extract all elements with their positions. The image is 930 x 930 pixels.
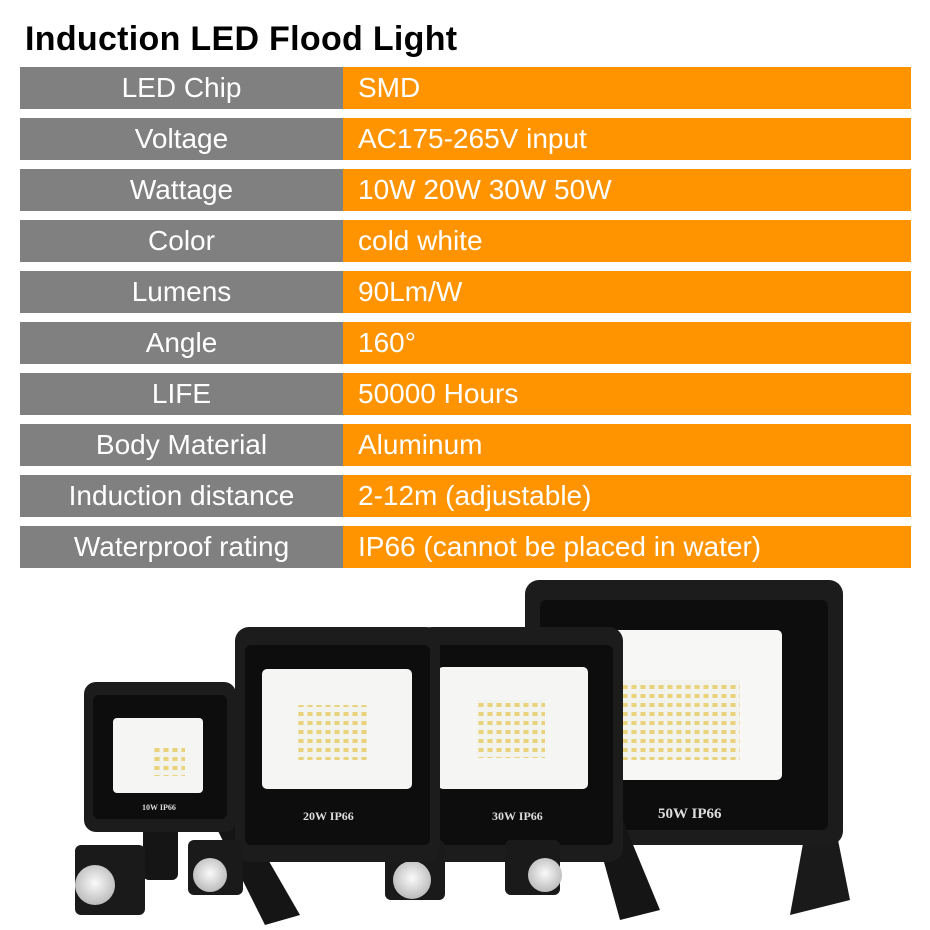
spec-label: Waterproof rating <box>20 526 343 568</box>
spec-row: Induction distance 2-12m (adjustable) <box>20 475 911 517</box>
product-label: 10W IP66 <box>142 803 176 812</box>
spec-label: Body Material <box>20 424 343 466</box>
spec-row: LED Chip SMD <box>20 67 911 109</box>
page-title: Induction LED Flood Light <box>25 20 458 58</box>
spec-label: LIFE <box>20 373 343 415</box>
spec-value: 160° <box>343 322 911 364</box>
spec-value: 50000 Hours <box>343 373 911 415</box>
spec-row: Waterproof rating IP66 (cannot be placed … <box>20 526 911 568</box>
spec-row: Lumens 90Lm/W <box>20 271 911 313</box>
spec-row: LIFE 50000 Hours <box>20 373 911 415</box>
motion-sensor-icon <box>528 858 562 892</box>
spec-value: 10W 20W 30W 50W <box>343 169 911 211</box>
motion-sensor-icon <box>75 865 115 905</box>
spec-label: Induction distance <box>20 475 343 517</box>
spec-label: Angle <box>20 322 343 364</box>
motion-sensor-icon <box>393 861 431 899</box>
spec-table: LED Chip SMD Voltage AC175-265V input Watt… <box>20 67 911 577</box>
spec-label: LED Chip <box>20 67 343 109</box>
spec-value: IP66 (cannot be placed in water) <box>343 526 911 568</box>
spec-label: Color <box>20 220 343 262</box>
spec-row: Angle 160° <box>20 322 911 364</box>
spec-row: Voltage AC175-265V input <box>20 118 911 160</box>
spec-row: Color cold white <box>20 220 911 262</box>
product-label: 50W IP66 <box>658 806 722 822</box>
spec-value: AC175-265V input <box>343 118 911 160</box>
flood-light-10w: 10W IP66 <box>75 682 236 915</box>
spec-value: cold white <box>343 220 911 262</box>
flood-light-20w: 20W IP66 <box>188 627 562 925</box>
motion-sensor-icon <box>193 858 227 892</box>
spec-label: Lumens <box>20 271 343 313</box>
flood-light-30w: 30W IP66 <box>385 627 660 920</box>
product-photo: 50W IP66 30W IP66 20W IP66 10W IP66 <box>75 580 850 925</box>
spec-label: Voltage <box>20 118 343 160</box>
product-label: 30W IP66 <box>492 809 543 823</box>
spec-row: Wattage 10W 20W 30W 50W <box>20 169 911 211</box>
spec-row: Body Material Aluminum <box>20 424 911 466</box>
spec-value: Aluminum <box>343 424 911 466</box>
product-label: 20W IP66 <box>303 809 354 823</box>
spec-value: 2-12m (adjustable) <box>343 475 911 517</box>
spec-value: SMD <box>343 67 911 109</box>
spec-value: 90Lm/W <box>343 271 911 313</box>
spec-label: Wattage <box>20 169 343 211</box>
